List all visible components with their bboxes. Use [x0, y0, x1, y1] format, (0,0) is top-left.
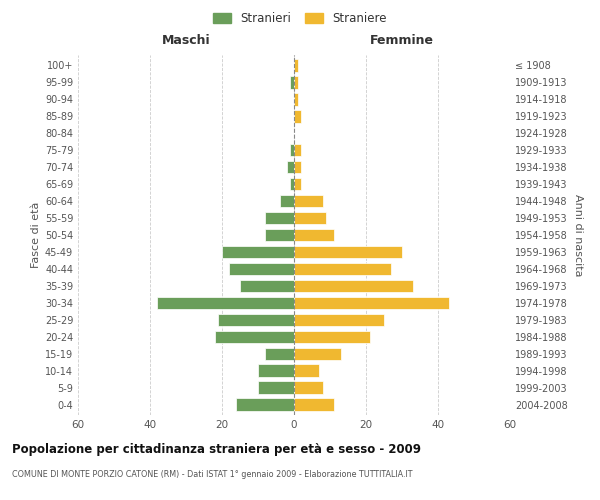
- Bar: [229, 262, 294, 276]
- Bar: [294, 364, 319, 377]
- Text: Popolazione per cittadinanza straniera per età e sesso - 2009: Popolazione per cittadinanza straniera p…: [12, 442, 421, 456]
- Bar: [265, 212, 294, 224]
- Bar: [294, 93, 298, 106]
- Bar: [294, 144, 301, 156]
- Bar: [157, 296, 294, 310]
- Legend: Stranieri, Straniere: Stranieri, Straniere: [209, 8, 391, 28]
- Bar: [215, 330, 294, 344]
- Bar: [294, 59, 298, 72]
- Text: Maschi: Maschi: [161, 34, 211, 48]
- Bar: [294, 262, 391, 276]
- Bar: [294, 228, 334, 241]
- Bar: [290, 144, 294, 156]
- Bar: [280, 194, 294, 207]
- Bar: [294, 194, 323, 207]
- Y-axis label: Fasce di età: Fasce di età: [31, 202, 41, 268]
- Bar: [218, 314, 294, 326]
- Bar: [294, 398, 334, 411]
- Bar: [287, 160, 294, 173]
- Text: COMUNE DI MONTE PORZIO CATONE (RM) - Dati ISTAT 1° gennaio 2009 - Elaborazione T: COMUNE DI MONTE PORZIO CATONE (RM) - Dat…: [12, 470, 413, 479]
- Text: Femmine: Femmine: [370, 34, 434, 48]
- Bar: [294, 76, 298, 88]
- Bar: [265, 228, 294, 241]
- Bar: [294, 296, 449, 310]
- Y-axis label: Anni di nascita: Anni di nascita: [573, 194, 583, 276]
- Bar: [294, 382, 323, 394]
- Bar: [294, 330, 370, 344]
- Bar: [294, 110, 301, 122]
- Bar: [290, 76, 294, 88]
- Bar: [294, 212, 326, 224]
- Bar: [294, 348, 341, 360]
- Bar: [240, 280, 294, 292]
- Bar: [294, 280, 413, 292]
- Bar: [258, 382, 294, 394]
- Bar: [294, 246, 402, 258]
- Bar: [265, 348, 294, 360]
- Bar: [294, 160, 301, 173]
- Bar: [290, 178, 294, 190]
- Bar: [294, 178, 301, 190]
- Bar: [236, 398, 294, 411]
- Bar: [294, 314, 384, 326]
- Bar: [258, 364, 294, 377]
- Bar: [222, 246, 294, 258]
